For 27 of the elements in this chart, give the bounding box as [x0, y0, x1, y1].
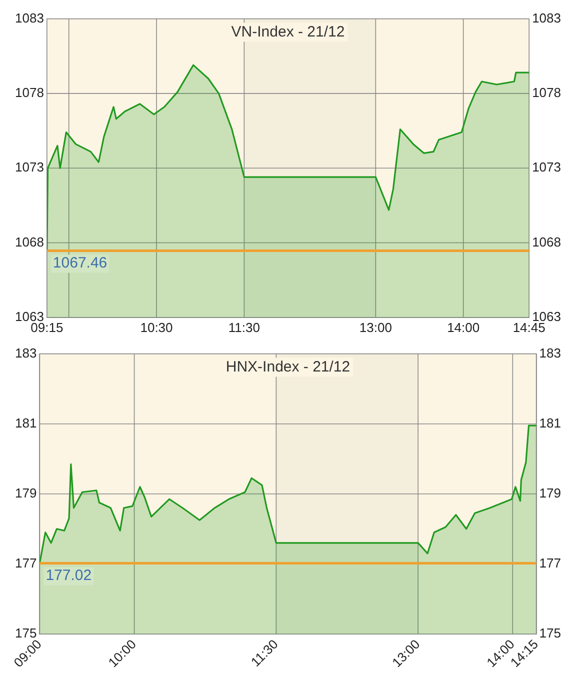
- x-tick-label: 13:00: [359, 320, 392, 335]
- x-tick-label: 11:30: [228, 320, 260, 335]
- x-tick-label: 10:30: [140, 320, 173, 335]
- y-tick-label: 181: [14, 415, 37, 430]
- y2-tick-label: 183: [539, 345, 562, 360]
- y2-tick-label: 1068: [532, 234, 561, 250]
- y2-tick-label: 1078: [532, 85, 561, 100]
- x-tick-label: 14:00: [447, 320, 480, 335]
- ref-line-label: 177.02: [46, 566, 92, 584]
- y-tick-label: 1063: [15, 308, 44, 324]
- y2-tick-label: 177: [539, 556, 562, 570]
- y-tick-label: 177: [14, 556, 37, 570]
- ref-line-label: 1067.46: [52, 254, 108, 272]
- y2-tick-label: 1073: [532, 160, 561, 175]
- chart-title: HNX-Index - 21/12: [226, 358, 350, 376]
- y2-tick-label: 181: [539, 415, 562, 430]
- y2-tick-label: 175: [539, 626, 562, 641]
- y2-tick-label: 179: [539, 485, 562, 500]
- y-tick-label: 175: [14, 626, 37, 641]
- y-tick-label: 1078: [15, 85, 44, 100]
- y2-tick-label: 1083: [532, 10, 561, 26]
- y-tick-label: 1068: [15, 234, 44, 250]
- y-tick-label: 1083: [15, 10, 44, 26]
- y-tick-label: 1073: [15, 160, 44, 175]
- chart-title: VN-Index - 21/12: [231, 23, 345, 40]
- y-tick-label: 179: [14, 485, 37, 500]
- y-tick-label: 183: [14, 345, 37, 360]
